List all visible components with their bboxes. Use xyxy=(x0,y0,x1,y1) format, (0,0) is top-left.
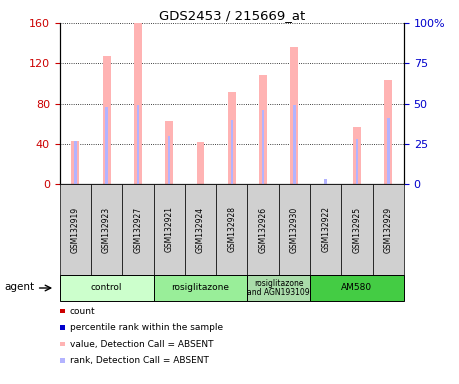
Bar xyxy=(259,76,267,184)
Bar xyxy=(384,81,392,184)
Text: value, Detection Call = ABSENT: value, Detection Call = ABSENT xyxy=(70,339,213,349)
Bar xyxy=(325,179,327,184)
Text: GSM132929: GSM132929 xyxy=(384,206,393,253)
Bar xyxy=(262,110,264,184)
Bar xyxy=(165,121,173,184)
Text: and AGN193109: and AGN193109 xyxy=(247,288,310,297)
Text: AM580: AM580 xyxy=(341,283,373,293)
Bar xyxy=(353,127,361,184)
Text: GSM132919: GSM132919 xyxy=(71,206,80,253)
Text: agent: agent xyxy=(5,282,35,292)
Bar xyxy=(134,23,142,184)
Text: control: control xyxy=(91,283,123,293)
Bar xyxy=(291,47,298,184)
Bar xyxy=(387,118,390,184)
Bar xyxy=(293,105,296,184)
Text: rosiglitazone: rosiglitazone xyxy=(254,279,303,288)
Text: GSM132923: GSM132923 xyxy=(102,206,111,253)
Text: percentile rank within the sample: percentile rank within the sample xyxy=(70,323,223,332)
Bar xyxy=(106,107,108,184)
Title: GDS2453 / 215669_at: GDS2453 / 215669_at xyxy=(159,9,305,22)
Text: GSM132926: GSM132926 xyxy=(258,206,268,253)
Text: GSM132924: GSM132924 xyxy=(196,206,205,253)
Bar xyxy=(137,105,139,184)
Bar xyxy=(230,120,233,184)
Text: count: count xyxy=(70,306,95,316)
Bar xyxy=(356,139,358,184)
Text: GSM132921: GSM132921 xyxy=(165,207,174,252)
Bar xyxy=(103,56,111,184)
Text: GSM132927: GSM132927 xyxy=(134,206,142,253)
Text: GSM132930: GSM132930 xyxy=(290,206,299,253)
Text: GSM132928: GSM132928 xyxy=(227,207,236,252)
Bar xyxy=(196,142,204,184)
Text: GSM132925: GSM132925 xyxy=(353,206,362,253)
Bar xyxy=(74,141,77,184)
Text: GSM132922: GSM132922 xyxy=(321,207,330,252)
Bar xyxy=(228,92,236,184)
Bar xyxy=(168,136,170,184)
Bar xyxy=(72,141,79,184)
Text: rank, Detection Call = ABSENT: rank, Detection Call = ABSENT xyxy=(70,356,209,365)
Text: rosiglitazone: rosiglitazone xyxy=(172,283,230,293)
